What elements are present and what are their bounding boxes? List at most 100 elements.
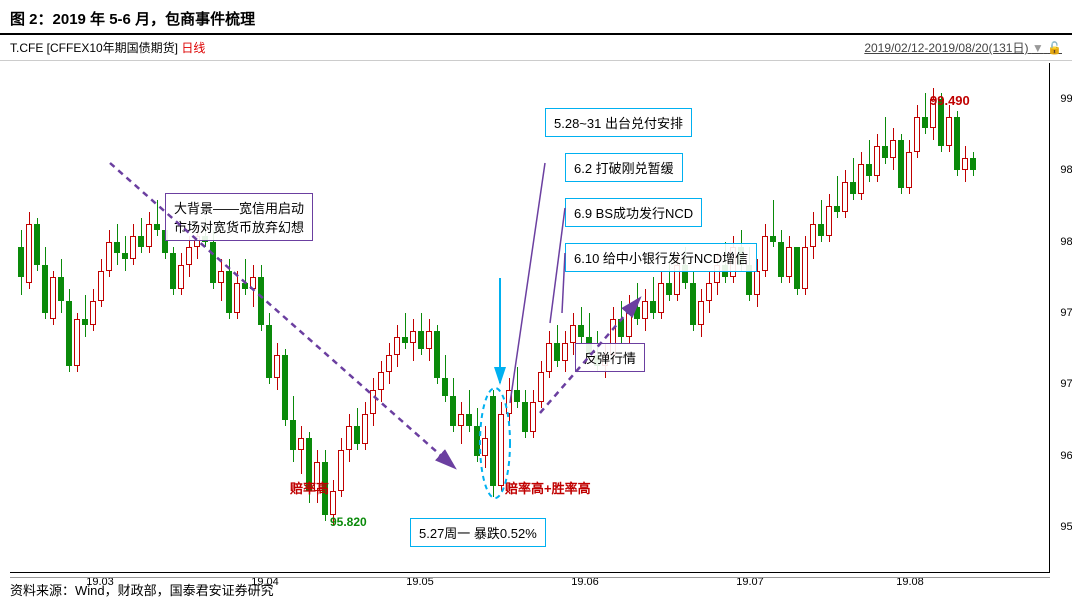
annotation-cyan-0: 5.28~31 出台兑付安排 bbox=[545, 108, 692, 137]
source-attribution: 资料来源：Wind，财政部，国泰君安证券研究 bbox=[10, 577, 1050, 599]
candle bbox=[538, 361, 544, 409]
candle bbox=[650, 277, 656, 319]
candle bbox=[138, 218, 144, 254]
candle bbox=[282, 349, 288, 426]
candle bbox=[778, 230, 784, 284]
y-tick: 99.400 bbox=[1060, 93, 1072, 105]
candle bbox=[346, 414, 352, 462]
chart-header: T.CFE [CFFEX10年期国债期货] 日线 2019/02/12-2019… bbox=[0, 35, 1072, 61]
candle bbox=[178, 253, 184, 295]
candle bbox=[786, 236, 792, 284]
candle bbox=[866, 140, 872, 182]
candle bbox=[370, 378, 376, 426]
candle bbox=[242, 259, 248, 295]
candle bbox=[810, 212, 816, 260]
red-label-0: 赔率高 bbox=[290, 478, 329, 497]
candle bbox=[530, 390, 536, 438]
candle bbox=[466, 390, 472, 432]
candle bbox=[130, 224, 136, 266]
candle bbox=[474, 408, 480, 462]
y-axis: 95.800 96.400 97.000 97.600 98.200 98.800 99.4… bbox=[1049, 63, 1072, 551]
chart-area: 95.820 99.490 大背景——宽信用启动市场对宽货币放弃幻想反弹行情 5.28… bbox=[10, 63, 1050, 573]
annotation-purple-1: 反弹行情 bbox=[575, 343, 645, 372]
candle bbox=[954, 111, 960, 176]
candle bbox=[298, 426, 304, 474]
candle bbox=[234, 271, 240, 319]
y-tick: 98.800 bbox=[1060, 164, 1072, 176]
candle bbox=[546, 331, 552, 379]
candle bbox=[962, 146, 968, 182]
candle bbox=[834, 176, 840, 218]
candle bbox=[106, 230, 112, 278]
y-tick: 97.000 bbox=[1060, 378, 1072, 390]
candle bbox=[658, 271, 664, 319]
candle bbox=[442, 355, 448, 403]
candle bbox=[770, 200, 776, 248]
candle bbox=[122, 236, 128, 272]
candle bbox=[858, 152, 864, 200]
candle bbox=[378, 361, 384, 403]
candle bbox=[554, 325, 560, 367]
candle bbox=[514, 367, 520, 409]
y-tick: 97.600 bbox=[1060, 307, 1072, 319]
y-tick: 98.200 bbox=[1060, 236, 1072, 248]
candle bbox=[490, 390, 496, 497]
candle bbox=[802, 236, 808, 296]
candle bbox=[626, 295, 632, 343]
candle bbox=[874, 134, 880, 182]
y-tick: 96.400 bbox=[1060, 450, 1072, 462]
candle bbox=[90, 289, 96, 331]
timeframe-label: 日线 bbox=[181, 41, 205, 55]
date-range: 2019/02/12-2019/08/20(131日) ▼ 🔓 bbox=[864, 39, 1062, 56]
y-tick: 95.800 bbox=[1060, 521, 1072, 533]
lock-icon[interactable]: 🔓 bbox=[1047, 41, 1062, 55]
annotation-purple-0: 大背景——宽信用启动市场对宽货币放弃幻想 bbox=[165, 193, 313, 241]
candle bbox=[906, 140, 912, 194]
candle bbox=[762, 224, 768, 278]
low-price-label: 95.820 bbox=[330, 515, 367, 529]
candle bbox=[354, 408, 360, 450]
candle bbox=[882, 117, 888, 165]
candle bbox=[338, 438, 344, 498]
red-label-1: 赔率高+胜率高 bbox=[505, 478, 591, 497]
candle bbox=[170, 247, 176, 295]
high-price-label: 99.490 bbox=[930, 93, 970, 108]
candle bbox=[66, 289, 72, 372]
candle bbox=[34, 218, 40, 272]
candle bbox=[946, 105, 952, 153]
candle bbox=[450, 378, 456, 432]
candle bbox=[74, 313, 80, 373]
candle bbox=[634, 283, 640, 325]
date-range-text: 2019/02/12-2019/08/20(131日) bbox=[864, 41, 1028, 55]
annotation-cyan-4: 5.27周一 暴跌0.52% bbox=[410, 518, 546, 547]
candle bbox=[146, 212, 152, 254]
candle bbox=[698, 289, 704, 337]
dropdown-icon[interactable]: ▼ bbox=[1032, 41, 1044, 55]
candlestick-plot: 95.820 99.490 大背景——宽信用启动市场对宽货币放弃幻想反弹行情 5.28… bbox=[10, 63, 1000, 551]
candle bbox=[426, 319, 432, 361]
figure-title: 图 2：2019 年 5-6 月，包商事件梳理 bbox=[0, 0, 1072, 35]
candle bbox=[690, 271, 696, 331]
candle bbox=[18, 230, 24, 295]
candle bbox=[362, 402, 368, 450]
candle bbox=[842, 170, 848, 218]
candle bbox=[498, 402, 504, 491]
annotation-cyan-2: 6.9 BS成功发行NCD bbox=[565, 198, 702, 227]
candle bbox=[42, 247, 48, 318]
candle bbox=[186, 236, 192, 278]
candle bbox=[114, 224, 120, 266]
candle bbox=[98, 259, 104, 307]
candle bbox=[898, 134, 904, 194]
candle bbox=[50, 271, 56, 325]
candle bbox=[890, 128, 896, 170]
candle bbox=[642, 289, 648, 331]
candle bbox=[914, 105, 920, 159]
candle bbox=[794, 259, 800, 295]
candle bbox=[226, 259, 232, 319]
candle bbox=[922, 93, 928, 135]
candle bbox=[82, 295, 88, 337]
candle bbox=[402, 313, 408, 349]
candle bbox=[522, 390, 528, 438]
candle bbox=[218, 259, 224, 301]
candle bbox=[418, 313, 424, 355]
